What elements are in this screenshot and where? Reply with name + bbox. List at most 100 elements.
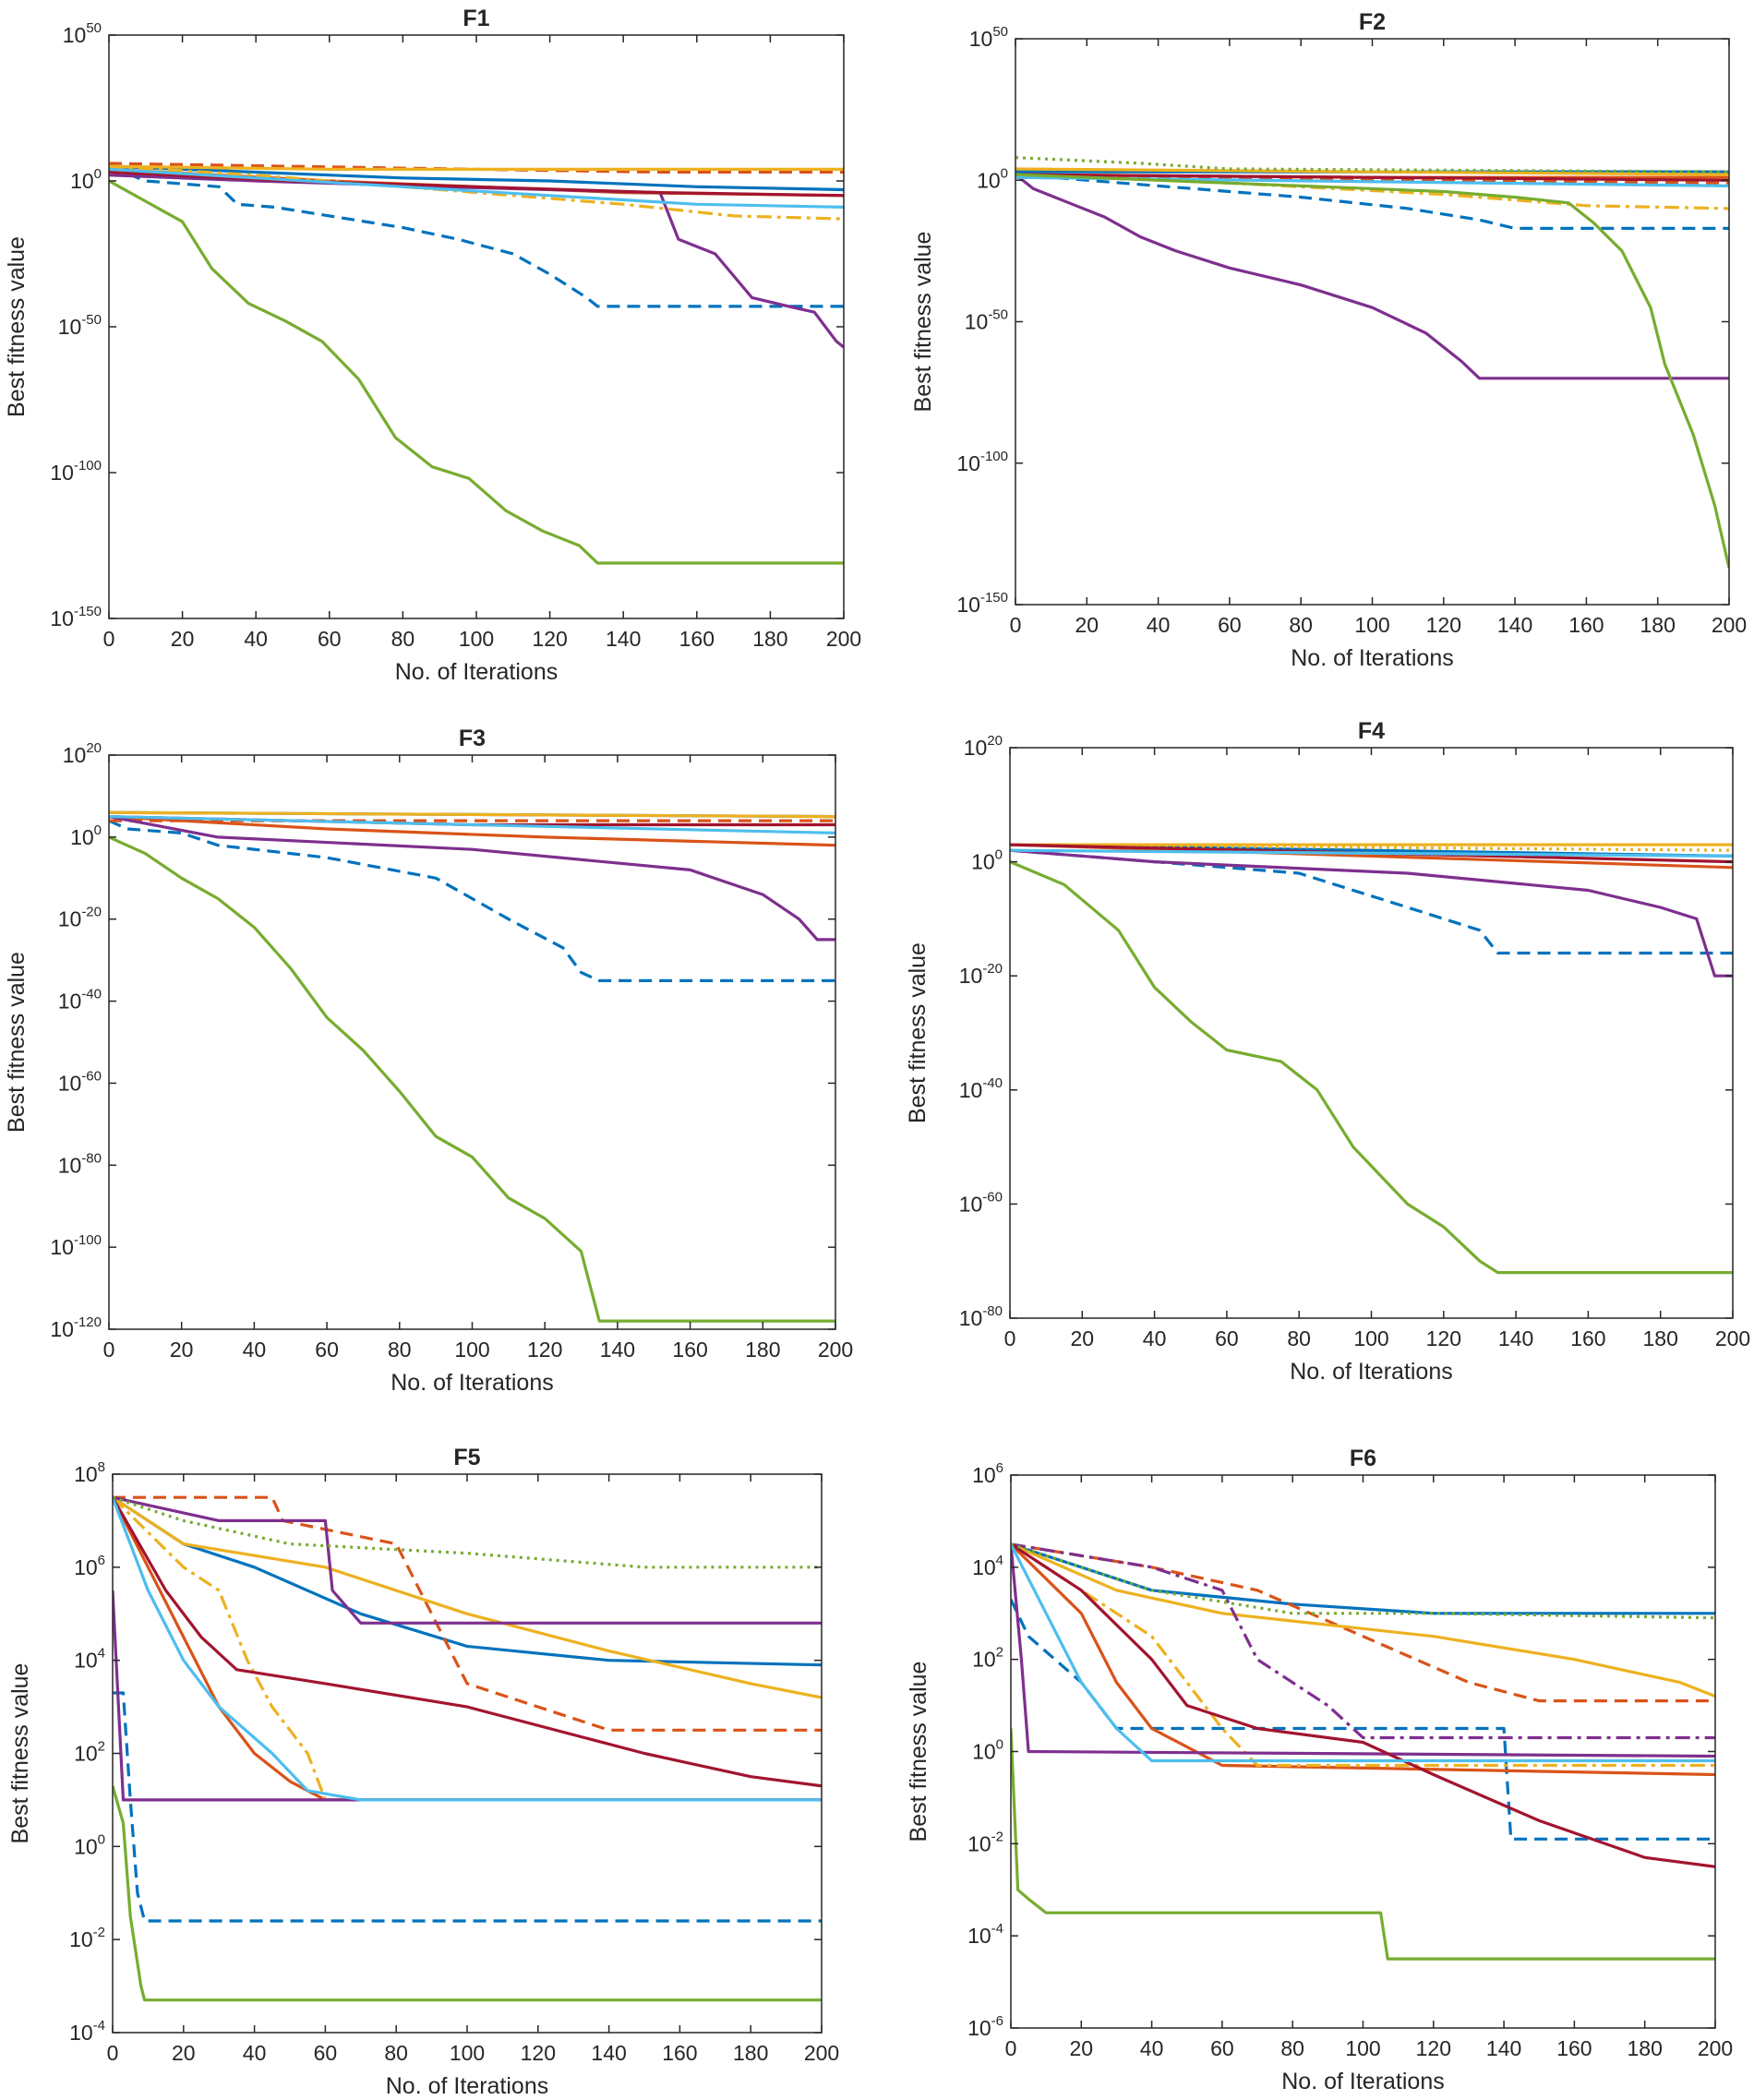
x-tick-label: 60 [315, 1338, 339, 1362]
y-tick-label: 100 [70, 822, 102, 849]
chart-f6: 0 20 40 60 80 100 120 140 160 180 20010-610-410-21… [906, 1446, 1733, 2094]
series-group [109, 810, 835, 1323]
y-tick-base: 10 [58, 1071, 82, 1095]
y-tick-label: 102 [74, 1739, 105, 1766]
series-group [1015, 156, 1729, 569]
series-line-s7 [109, 815, 835, 942]
series-line-s2 [113, 1691, 822, 1923]
x-tick-label: 100 [450, 2041, 485, 2065]
x-tick-label: 120 [532, 627, 567, 651]
y-tick-base: 10 [58, 907, 82, 931]
y-tick-exponent: 6 [996, 1460, 1003, 1476]
x-tick-label: 120 [1426, 1326, 1461, 1350]
y-tick-exponent: 6 [98, 1553, 105, 1568]
x-tick-label: 140 [1498, 1326, 1533, 1350]
x-tick-label: 140 [600, 1338, 635, 1362]
y-tick-label: 100 [972, 1737, 1003, 1764]
plot-area [113, 1474, 822, 2033]
x-tick-label: 80 [1287, 1326, 1311, 1350]
y-tick-exponent: -120 [74, 1314, 102, 1330]
x-tick-label: 160 [672, 1338, 707, 1362]
y-tick-label: 100 [70, 166, 102, 193]
y-tick-exponent: 0 [94, 166, 102, 182]
y-tick-label: 10-60 [58, 1068, 102, 1095]
x-tick-label: 100 [1345, 2036, 1380, 2060]
x-axis-label: No. of Iterations [386, 2073, 548, 2099]
x-tick-label: 40 [243, 1338, 267, 1362]
y-tick-exponent: 0 [996, 1737, 1003, 1753]
x-tick-label: 20 [1075, 613, 1099, 637]
y-tick-base: 10 [70, 825, 94, 849]
x-tick-label: 100 [454, 1338, 489, 1362]
series-line-s9 [113, 1496, 822, 1788]
y-tick-exponent: -60 [81, 1068, 102, 1084]
x-tick-label: 140 [1486, 2036, 1521, 2060]
x-tick-label: 40 [1147, 613, 1171, 637]
x-tick-label: 60 [1215, 1326, 1239, 1350]
chart-title: F6 [1350, 1446, 1376, 1471]
x-tick-label: 100 [1353, 1326, 1388, 1350]
y-tick-exponent: 0 [1001, 165, 1008, 181]
series-line-s10 [109, 179, 844, 565]
y-tick-exponent: 0 [98, 1831, 105, 1847]
y-tick-base: 10 [971, 850, 995, 874]
x-tick-label: 60 [1210, 2036, 1234, 2060]
x-tick-label: 60 [1218, 613, 1242, 637]
series-line-s11 [1011, 1728, 1715, 1961]
x-tick-label: 60 [314, 2041, 338, 2065]
series-line-s3 [1011, 1542, 1715, 1777]
x-tick-label: 180 [1628, 2036, 1663, 2060]
y-tick-exponent: 8 [98, 1459, 105, 1475]
y-tick-base: 10 [972, 1648, 996, 1672]
x-tick-label: 180 [752, 627, 787, 651]
y-tick-base: 10 [972, 1463, 996, 1487]
y-tick-base: 10 [74, 1462, 98, 1486]
y-tick-exponent: -20 [982, 961, 1003, 977]
series-group [1011, 1542, 1715, 1961]
x-tick-label: 20 [1071, 1326, 1095, 1350]
y-tick-exponent: 2 [98, 1739, 105, 1755]
y-tick-label: 10-2 [967, 1829, 1003, 1855]
y-tick-exponent: 50 [86, 20, 102, 36]
series-line-s7 [1015, 173, 1729, 380]
y-tick-label: 104 [74, 1646, 105, 1673]
x-tick-label: 140 [591, 2041, 626, 2065]
series-line-s2 [1011, 1599, 1715, 1841]
x-tick-label: 100 [459, 627, 494, 651]
y-tick-label: 100 [971, 847, 1003, 874]
y-tick-label: 10-80 [959, 1303, 1003, 1330]
x-tick-label: 40 [1143, 1326, 1167, 1350]
x-tick-label: 0 [1005, 2036, 1017, 2060]
chart-f4: 0 20 40 60 80 100 120 140 160 180 20010-8010-6010-… [905, 718, 1750, 1385]
x-tick-label: 80 [384, 2041, 408, 2065]
series-line-s5 [109, 164, 844, 171]
y-tick-exponent: 20 [987, 733, 1003, 749]
x-tick-label: 200 [1715, 1326, 1750, 1350]
y-tick-label: 10-50 [58, 312, 102, 339]
y-tick-base: 10 [967, 1831, 991, 1855]
series-line-s3 [113, 1496, 822, 1802]
x-tick-label: 80 [391, 627, 415, 651]
y-tick-base: 10 [74, 1555, 98, 1579]
chart-f5: 0 20 40 60 80 100 120 140 160 180 20010-410-210010… [7, 1445, 839, 2099]
y-tick-exponent: -80 [982, 1303, 1003, 1319]
y-tick-exponent: -4 [991, 1921, 1003, 1937]
x-tick-label: 20 [170, 1338, 194, 1362]
series-line-s10 [113, 1496, 822, 1802]
y-tick-exponent: -60 [982, 1189, 1003, 1205]
y-tick-base: 10 [63, 743, 87, 767]
y-axis-label: Best fitness value [910, 232, 936, 413]
x-tick-label: 120 [1426, 613, 1461, 637]
series-line-s2 [109, 819, 835, 982]
y-tick-exponent: -20 [81, 905, 102, 920]
series-line-s6 [1011, 1542, 1715, 1768]
x-tick-label: 60 [318, 627, 342, 651]
y-tick-base: 10 [956, 593, 980, 617]
x-tick-label: 180 [1643, 1326, 1678, 1350]
y-tick-label: 10-20 [959, 961, 1003, 988]
x-tick-label: 80 [388, 1338, 412, 1362]
y-tick-base: 10 [58, 1153, 82, 1177]
x-tick-label: 180 [1640, 613, 1676, 637]
x-tick-label: 40 [1140, 2036, 1164, 2060]
